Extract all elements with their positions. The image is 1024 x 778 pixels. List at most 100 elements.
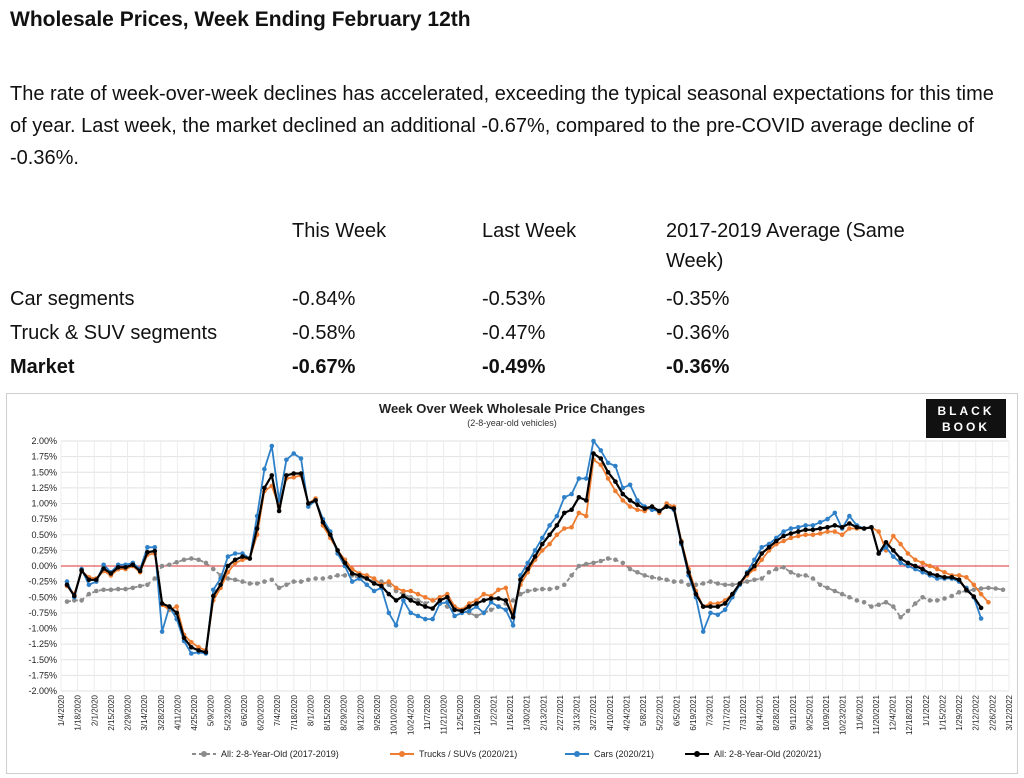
data-point xyxy=(79,568,84,573)
data-point xyxy=(869,604,874,609)
data-point xyxy=(174,610,179,616)
data-point xyxy=(240,554,245,559)
data-point xyxy=(715,581,721,586)
data-point xyxy=(554,513,560,519)
data-point xyxy=(627,566,633,572)
data-point xyxy=(423,604,428,609)
data-point xyxy=(598,462,604,468)
data-point xyxy=(159,629,165,634)
data-point xyxy=(576,476,582,481)
data-point xyxy=(920,566,925,572)
data-point xyxy=(101,587,106,593)
data-point xyxy=(598,558,604,564)
legend-marker xyxy=(201,751,207,757)
x-tick-label: 10/9/2021 xyxy=(822,694,831,730)
data-point xyxy=(79,598,84,603)
x-tick-label: 1/4/2020 xyxy=(57,694,66,726)
data-point xyxy=(627,482,633,488)
data-point xyxy=(291,475,297,480)
data-point xyxy=(642,506,647,511)
data-point xyxy=(730,591,735,597)
data-point xyxy=(861,600,867,605)
data-point xyxy=(942,570,947,575)
data-point xyxy=(730,582,735,588)
legend-label: Cars (2020/21) xyxy=(594,749,654,759)
y-tick-label: 0.50% xyxy=(31,530,57,540)
data-point xyxy=(964,587,969,593)
x-tick-label: 11/21/2020 xyxy=(440,694,449,734)
data-point xyxy=(262,485,267,491)
data-point xyxy=(671,506,677,511)
data-point xyxy=(423,616,428,622)
y-tick-label: 1.75% xyxy=(31,452,57,462)
data-point xyxy=(869,525,874,530)
y-tick-label: -0.50% xyxy=(28,592,57,602)
data-point xyxy=(657,576,662,581)
data-point xyxy=(152,548,158,554)
data-point xyxy=(284,457,289,463)
data-point xyxy=(540,548,545,553)
data-point xyxy=(774,566,779,572)
data-point xyxy=(423,595,428,600)
x-tick-label: 4/11/2020 xyxy=(173,694,182,730)
data-point xyxy=(832,588,838,594)
series-line xyxy=(66,452,983,654)
x-tick-label: 7/17/2021 xyxy=(722,694,731,730)
cell-last-week: -0.49% xyxy=(482,356,546,378)
data-point xyxy=(949,575,955,580)
data-point xyxy=(386,579,392,584)
data-point xyxy=(635,502,640,508)
data-point xyxy=(130,585,136,591)
data-point xyxy=(503,585,509,591)
x-tick-label: 10/10/2020 xyxy=(390,694,399,735)
data-point xyxy=(401,593,406,599)
data-point xyxy=(796,525,801,530)
data-point xyxy=(949,593,955,599)
x-tick-label: 12/5/2020 xyxy=(456,694,465,730)
data-point xyxy=(708,610,713,616)
data-point xyxy=(993,586,998,591)
x-tick-label: 7/4/2020 xyxy=(273,694,282,726)
data-point xyxy=(810,523,816,528)
data-point xyxy=(159,601,165,606)
x-tick-label: 4/10/2021 xyxy=(606,694,615,730)
data-point xyxy=(298,456,304,461)
data-point xyxy=(247,581,253,586)
data-point xyxy=(269,577,275,583)
data-point xyxy=(181,557,187,563)
data-point xyxy=(562,526,567,531)
data-point xyxy=(232,577,238,583)
x-tick-label: 2/1/2020 xyxy=(90,694,99,726)
data-point xyxy=(583,513,589,519)
data-point xyxy=(839,591,845,597)
data-point xyxy=(613,463,618,469)
data-point xyxy=(934,573,940,578)
data-point xyxy=(203,650,209,655)
data-point xyxy=(371,588,377,594)
data-point xyxy=(320,520,326,525)
x-tick-label: 3/28/2020 xyxy=(157,694,166,730)
x-tick-label: 9/25/2021 xyxy=(805,694,814,730)
data-point xyxy=(174,560,179,565)
data-point xyxy=(569,573,574,578)
data-point xyxy=(189,645,194,650)
data-point xyxy=(94,588,99,594)
data-point xyxy=(415,601,421,606)
data-point xyxy=(774,538,779,544)
data-point xyxy=(115,565,121,570)
data-point xyxy=(503,607,509,613)
data-point xyxy=(620,485,626,491)
data-point xyxy=(891,533,896,539)
data-point xyxy=(825,529,830,534)
data-point xyxy=(123,586,128,592)
y-tick-label: 0.75% xyxy=(31,514,57,524)
x-tick-label: 2/13/2021 xyxy=(539,694,548,730)
data-point xyxy=(247,556,253,561)
data-point xyxy=(708,604,713,609)
series-line xyxy=(66,440,982,655)
data-point xyxy=(496,604,501,609)
data-point xyxy=(364,582,370,588)
data-point xyxy=(722,607,728,613)
data-point xyxy=(825,525,830,530)
data-point xyxy=(744,579,750,584)
